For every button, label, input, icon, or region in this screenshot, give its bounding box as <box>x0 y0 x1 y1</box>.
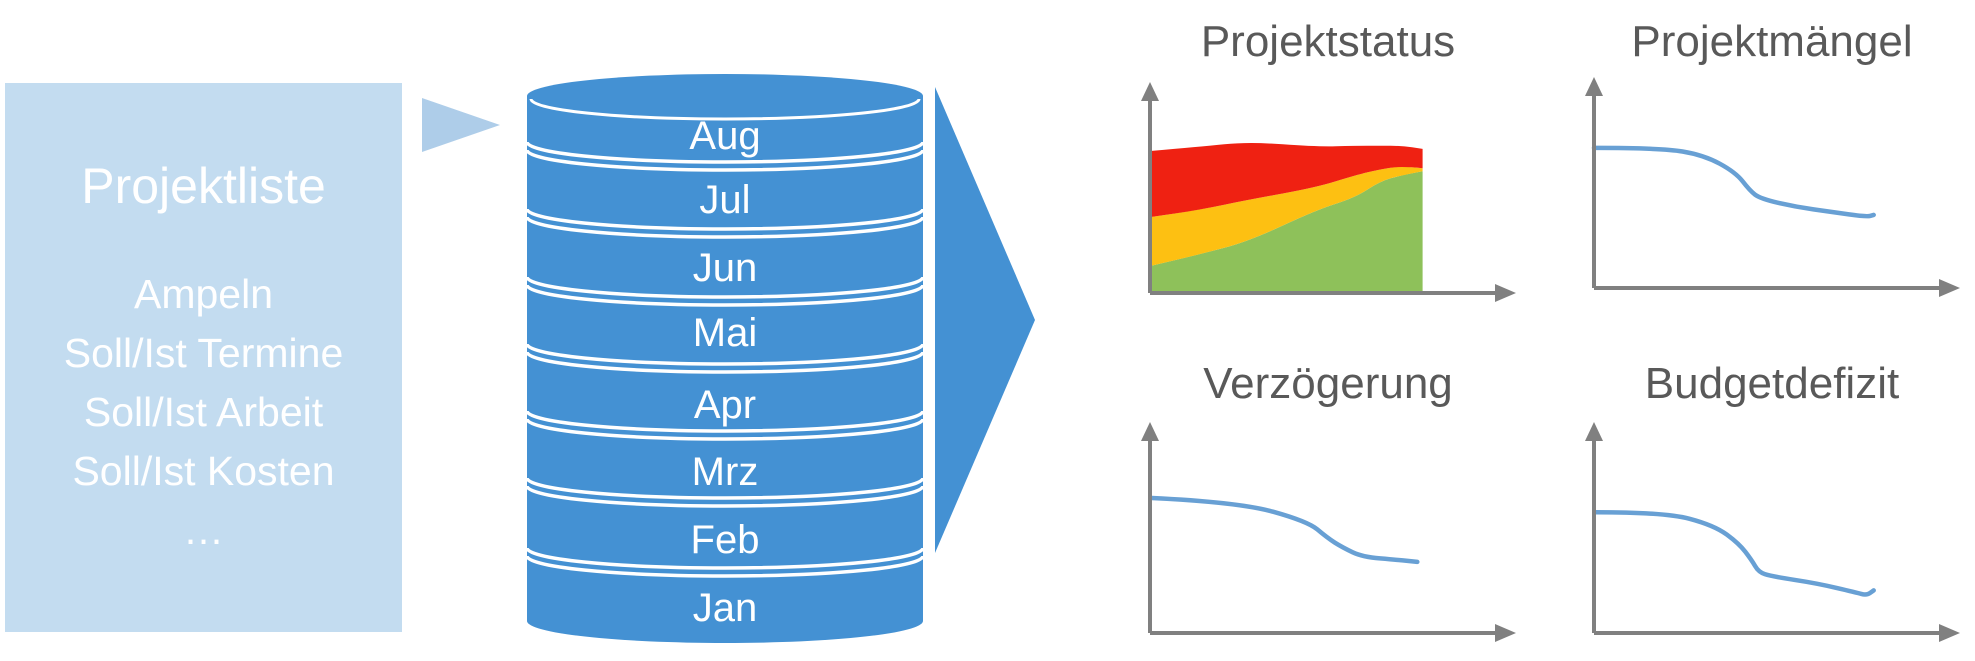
chart-projektstatus <box>1141 82 1516 302</box>
y-axis-arrow-icon <box>1585 77 1603 96</box>
chart-title-budgetdefizit: Budgetdefizit <box>1644 359 1900 408</box>
trend-line <box>1593 509 1876 597</box>
x-axis-arrow-icon <box>1495 284 1516 302</box>
chart-title-projektstatus: Projektstatus <box>1200 17 1456 66</box>
project-list-item: Ampeln <box>133 271 273 317</box>
cylinder-separators <box>525 141 925 578</box>
chart-title-verzoegerung: Verzögerung <box>1203 359 1453 408</box>
cylinder-top-disc <box>527 74 923 118</box>
project-list-item-ellipsis: … <box>183 507 224 553</box>
project-list-items: Ampeln Soll/Ist Termine Soll/Ist Arbeit … <box>5 265 402 560</box>
chart-projektmaengel <box>1585 77 1960 297</box>
project-list-item: Soll/Ist Termine <box>63 330 344 376</box>
trend-line <box>1591 145 1876 219</box>
project-list-box: Projektliste Ampeln Soll/Ist Termine Sol… <box>5 83 402 632</box>
area-series-red <box>1151 143 1423 217</box>
area-series-amber <box>1151 166 1423 266</box>
area-series-green <box>1151 171 1423 293</box>
y-axis-arrow-icon <box>1585 422 1603 441</box>
chart-title-projektmaengel: Projektmängel <box>1631 17 1913 66</box>
flow-arrow-small-icon <box>422 98 500 152</box>
project-list-item: Soll/Ist Kosten <box>72 448 335 494</box>
trend-line <box>1149 495 1420 565</box>
y-axis-arrow-icon <box>1141 82 1159 101</box>
database-cylinder <box>525 74 925 643</box>
chart-verzoegerung <box>1141 422 1516 642</box>
project-list-title: Projektliste <box>81 158 326 214</box>
chart-series <box>1151 143 1423 293</box>
chart-series <box>1593 509 1876 597</box>
chart-series <box>1591 145 1876 219</box>
flow-arrow-big-icon <box>935 87 1035 553</box>
x-axis-arrow-icon <box>1939 624 1960 642</box>
chart-series <box>1149 495 1420 565</box>
chart-budgetdefizit <box>1585 422 1960 642</box>
y-axis-arrow-icon <box>1141 422 1159 441</box>
cylinder-rim-line <box>529 98 921 121</box>
x-axis-arrow-icon <box>1495 624 1516 642</box>
project-list-item: Soll/Ist Arbeit <box>83 389 324 435</box>
x-axis-arrow-icon <box>1939 279 1960 297</box>
